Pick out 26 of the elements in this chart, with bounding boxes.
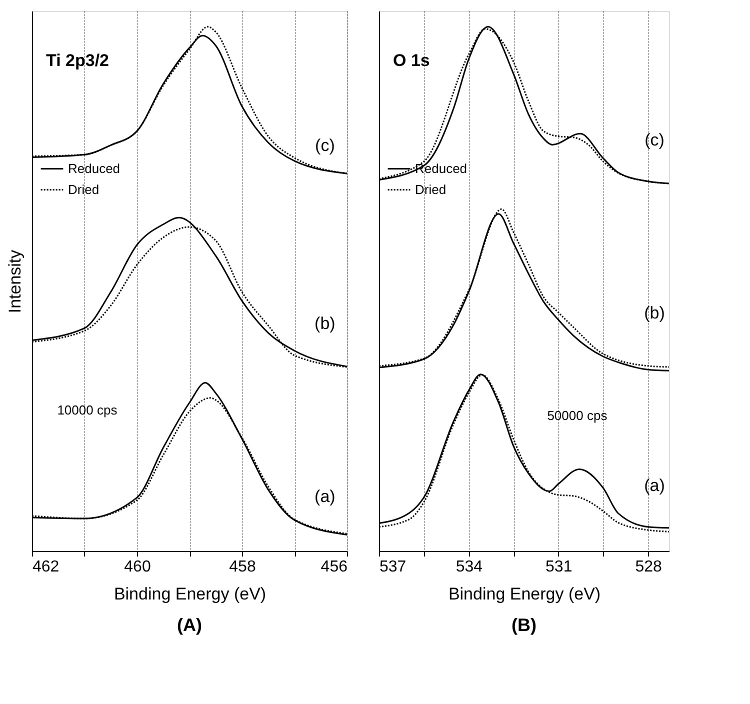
annotation: (c): [315, 136, 335, 155]
x-axis-title: Binding Energy (eV): [114, 584, 266, 604]
annotation: (b): [314, 314, 336, 334]
text: (B): [512, 615, 536, 635]
legend-label: Reduced: [68, 160, 120, 176]
annotation: (a): [644, 476, 665, 496]
x-tick-label: 528: [635, 558, 662, 576]
legend-label: Dried: [415, 182, 446, 197]
x-tick-label: 456: [320, 558, 348, 576]
annotation: (c): [644, 130, 664, 150]
x-tick-label: 460: [124, 558, 151, 576]
annotation: 50000 cps: [547, 408, 608, 423]
text: Ti 2p3/2: [46, 51, 109, 70]
annotation: 10000 cps: [57, 402, 118, 418]
text: O 1s: [393, 51, 430, 70]
annotation: (a): [314, 487, 336, 506]
x-tick-label: 534: [456, 558, 483, 576]
x-tick-label: 462: [32, 558, 60, 576]
x-axis-title: Binding Energy (eV): [448, 584, 601, 604]
x-tick-label: 537: [380, 558, 406, 576]
legend-label: Dried: [68, 182, 100, 197]
annotation: (b): [644, 303, 665, 322]
x-tick-label: 531: [546, 558, 572, 576]
text: (A): [177, 615, 202, 635]
y-axis-title: Intensity: [6, 249, 24, 314]
x-tick-label: 458: [229, 558, 256, 576]
